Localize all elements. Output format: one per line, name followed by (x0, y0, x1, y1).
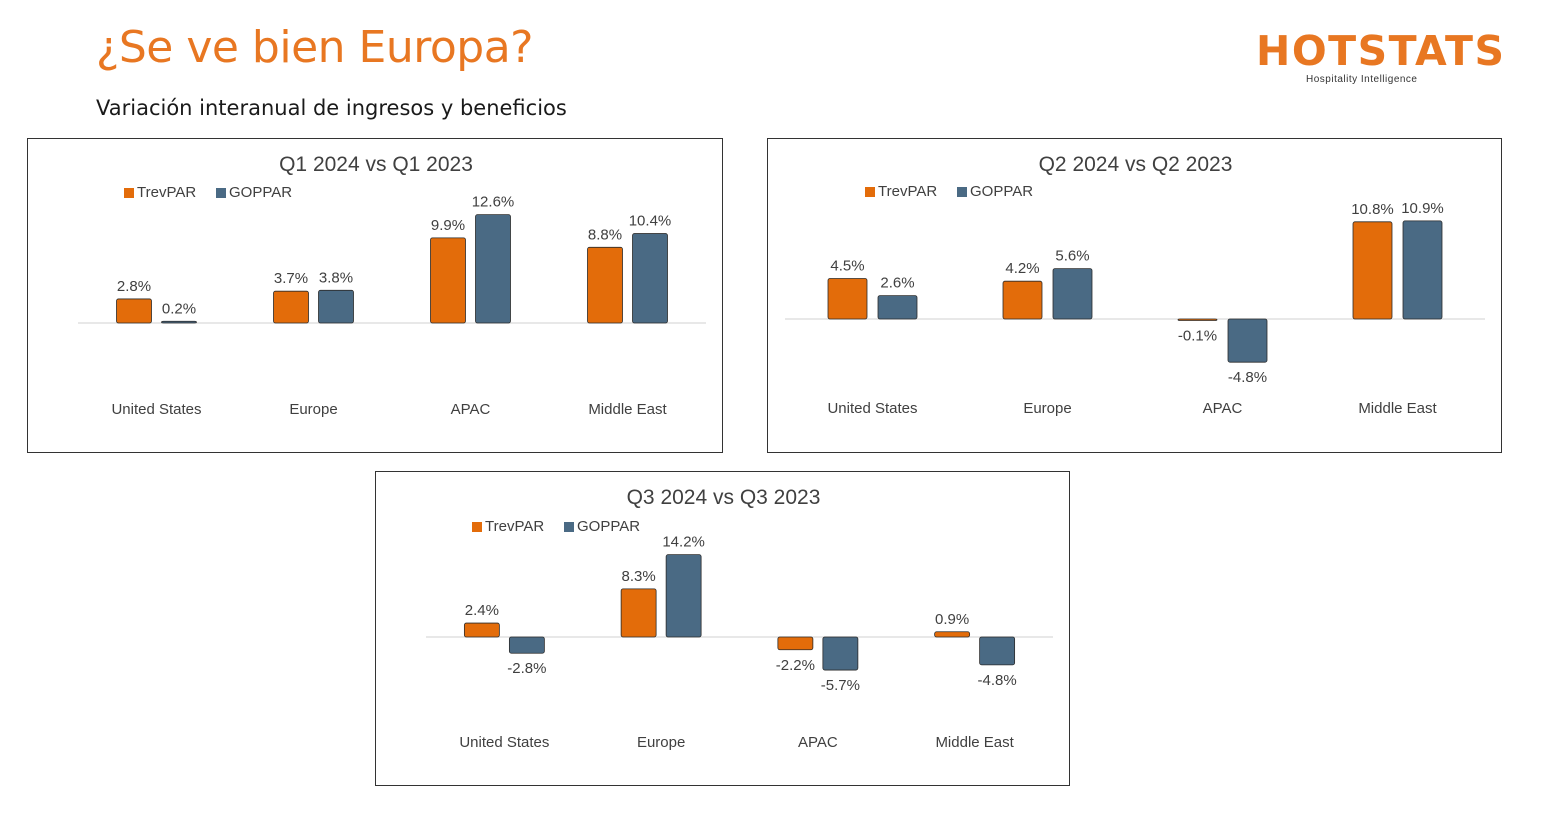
bar-goppar-middle-east (979, 636, 1016, 666)
category-label-middle-east: Middle East (935, 734, 1014, 751)
data-label-goppar-middle-east: 10.4% (629, 213, 672, 230)
bar-trevpar-europe (1002, 280, 1043, 320)
data-label-trevpar-europe: 4.2% (1005, 260, 1039, 277)
data-label-trevpar-europe: 3.7% (274, 270, 308, 287)
data-label-trevpar-middle-east: 0.9% (935, 611, 969, 628)
data-label-trevpar-apac: 9.9% (431, 217, 465, 234)
bar-goppar-europe (1052, 268, 1093, 320)
bar-trevpar-europe (620, 588, 657, 638)
bar-trevpar-europe (273, 290, 309, 324)
legend-swatch-trevpar (472, 522, 482, 532)
category-label-europe: Europe (637, 734, 685, 751)
category-label-middle-east: Middle East (588, 401, 667, 418)
chart-title: Q1 2024 vs Q1 2023 (279, 153, 473, 176)
bar-goppar-europe (318, 289, 354, 324)
bar-goppar-middle-east (632, 233, 668, 324)
data-label-goppar-united-states: 2.6% (880, 275, 914, 292)
data-label-trevpar-united-states: 2.4% (465, 602, 499, 619)
data-label-goppar-europe: 3.8% (319, 269, 353, 286)
bar-goppar-united-states (877, 295, 918, 320)
legend-label-goppar: GOPPAR (229, 184, 292, 201)
bar-trevpar-middle-east (934, 631, 971, 638)
category-label-apac: APAC (1203, 400, 1243, 417)
chart-q1: Q1 2024 vs Q1 2023 TrevPAR GOPPAR 2.8% 0.2% U… (27, 138, 723, 453)
chart-q3: Q3 2024 vs Q3 2023 TrevPAR GOPPAR 2.4% -2.8%… (375, 471, 1070, 786)
chart-q2-svg: Q2 2024 vs Q2 2023 TrevPAR GOPPAR 4.5% 2.6% U… (785, 153, 1485, 417)
legend-label-goppar: GOPPAR (577, 518, 640, 535)
data-label-goppar-europe: 14.2% (662, 534, 705, 551)
category-label-apac: APAC (451, 401, 491, 418)
category-label-middle-east: Middle East (1358, 400, 1437, 417)
legend-label-trevpar: TrevPAR (485, 518, 544, 535)
chart-title: Q3 2024 vs Q3 2023 (627, 486, 821, 509)
hotstats-logo: HOTSTATS Hospitality Intelligence (1256, 30, 1504, 88)
logo-tagline: Hospitality Intelligence (1306, 74, 1418, 85)
data-label-goppar-middle-east: -4.8% (978, 672, 1017, 689)
bar-trevpar-middle-east (1352, 221, 1393, 320)
category-label-europe: Europe (289, 401, 337, 418)
data-label-goppar-apac: 12.6% (472, 194, 515, 211)
category-label-united-states: United States (827, 400, 917, 417)
bar-trevpar-united-states (463, 622, 500, 638)
chart-legend: TrevPAR GOPPAR (865, 183, 1033, 200)
bar-goppar-united-states (508, 636, 545, 654)
legend-swatch-goppar (216, 188, 226, 198)
data-label-goppar-apac: -5.7% (821, 677, 860, 694)
bar-trevpar-united-states (116, 298, 152, 324)
category-label-united-states: United States (111, 401, 201, 418)
legend-label-trevpar: TrevPAR (137, 184, 196, 201)
chart-title: Q2 2024 vs Q2 2023 (1039, 153, 1233, 176)
category-label-united-states: United States (459, 734, 549, 751)
chart-q1-svg: Q1 2024 vs Q1 2023 TrevPAR GOPPAR 2.8% 0.2% U… (78, 153, 706, 418)
data-label-trevpar-middle-east: 8.8% (588, 226, 622, 243)
category-label-apac: APAC (798, 734, 838, 751)
chart-legend: TrevPAR GOPPAR (124, 184, 292, 201)
category-label-europe: Europe (1023, 400, 1071, 417)
legend-label-trevpar: TrevPAR (878, 183, 937, 200)
bar-trevpar-apac (1177, 318, 1218, 321)
bar-goppar-apac (822, 636, 859, 671)
legend-swatch-goppar (957, 187, 967, 197)
bar-trevpar-middle-east (587, 246, 623, 324)
legend-swatch-goppar (564, 522, 574, 532)
chart-q3-svg: Q3 2024 vs Q3 2023 TrevPAR GOPPAR 2.4% -2.8%… (426, 486, 1053, 751)
bar-goppar-europe (665, 554, 702, 638)
chart-legend: TrevPAR GOPPAR (472, 518, 640, 535)
data-label-trevpar-apac: -0.1% (1178, 328, 1217, 345)
bar-goppar-middle-east (1402, 220, 1443, 320)
bar-trevpar-apac (777, 636, 814, 651)
bar-goppar-apac (1227, 318, 1268, 363)
data-label-goppar-europe: 5.6% (1055, 248, 1089, 265)
legend-label-goppar: GOPPAR (970, 183, 1033, 200)
slide-subtitle: Variación interanual de ingresos y benef… (96, 96, 567, 120)
legend-swatch-trevpar (865, 187, 875, 197)
bar-goppar-apac (475, 214, 511, 324)
data-label-goppar-united-states: -2.8% (507, 660, 546, 677)
data-label-goppar-apac: -4.8% (1228, 369, 1267, 386)
data-label-goppar-united-states: 0.2% (162, 300, 196, 317)
logo-wordmark: HOTSTATS (1256, 27, 1506, 75)
legend-swatch-trevpar (124, 188, 134, 198)
bar-trevpar-united-states (827, 278, 868, 320)
chart-q2: Q2 2024 vs Q2 2023 TrevPAR GOPPAR 4.5% 2.6% U… (767, 138, 1502, 453)
data-label-trevpar-apac: -2.2% (776, 657, 815, 674)
bar-goppar-united-states (161, 320, 197, 324)
data-label-goppar-middle-east: 10.9% (1401, 200, 1444, 217)
data-label-trevpar-europe: 8.3% (622, 568, 656, 585)
data-label-trevpar-united-states: 2.8% (117, 278, 151, 295)
data-label-trevpar-united-states: 4.5% (830, 258, 864, 275)
slide-title: ¿Se ve bien Europa? (96, 22, 534, 73)
data-label-trevpar-middle-east: 10.8% (1351, 201, 1394, 218)
bar-trevpar-apac (430, 237, 466, 324)
